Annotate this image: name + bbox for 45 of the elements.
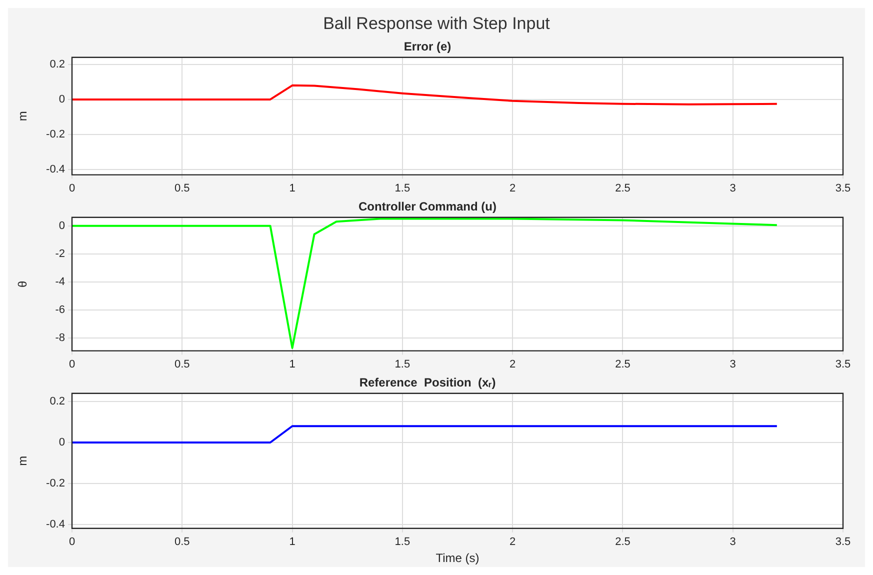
x-tick-label: 1.5	[394, 182, 410, 194]
y-axis-title: m	[16, 111, 30, 122]
chart-title: Reference Position (xᵣ)	[359, 376, 496, 390]
y-tick-label: 0.2	[50, 58, 65, 70]
x-tick-label: 2.5	[615, 182, 630, 194]
x-tick-label: 1	[289, 536, 296, 548]
x-tick-label: 3	[730, 536, 736, 548]
x-tick-label: 2	[510, 536, 516, 548]
x-tick-label: 1	[289, 358, 296, 370]
y-axis-title: θ	[16, 280, 30, 288]
y-tick-label: -4	[55, 276, 65, 288]
x-tick-label: 1	[289, 182, 296, 194]
y-tick-label: 0.2	[50, 396, 65, 408]
y-axis-title: m	[16, 456, 30, 466]
x-tick-label: 0	[68, 358, 76, 370]
x-tick-label: 2.5	[615, 536, 630, 548]
x-tick-label: 0	[68, 536, 76, 548]
x-axis-title: Time (s)	[436, 551, 480, 566]
x-tick-label: 2	[510, 182, 516, 194]
x-tick-label: 3	[730, 182, 736, 194]
x-tick-label: 2	[510, 358, 516, 370]
y-tick-label: 0	[58, 436, 65, 449]
x-tick-label: 3.5	[835, 358, 851, 370]
x-tick-label: 1.5	[394, 536, 410, 548]
chart-title: Controller Command (u)	[358, 200, 496, 214]
x-tick-label: 0	[68, 182, 76, 194]
y-tick-label: 0	[58, 93, 65, 106]
x-tick-label: 3	[730, 358, 736, 370]
x-tick-label: 3.5	[835, 536, 851, 548]
y-tick-label: -8	[55, 332, 65, 344]
chart-subtitle: Error (e)	[404, 40, 452, 54]
x-tick-label: 0.5	[174, 358, 190, 370]
x-tick-label: 2.5	[615, 358, 630, 370]
y-tick-label: -0.4	[46, 518, 65, 530]
x-tick-label: 0.5	[174, 536, 190, 548]
y-tick-label: -2	[55, 248, 65, 260]
x-tick-label: 0.5	[174, 182, 190, 194]
x-tick-label: 1.5	[394, 358, 410, 370]
y-tick-label: -6	[55, 304, 65, 316]
x-tick-label: 3.5	[835, 182, 851, 194]
y-tick-label: -0.2	[46, 128, 65, 141]
chart-title: Ball Response with Step Input	[322, 13, 551, 35]
y-tick-label: 0	[58, 220, 65, 232]
y-tick-label: -0.2	[46, 477, 65, 490]
y-tick-label: -0.4	[46, 164, 65, 176]
